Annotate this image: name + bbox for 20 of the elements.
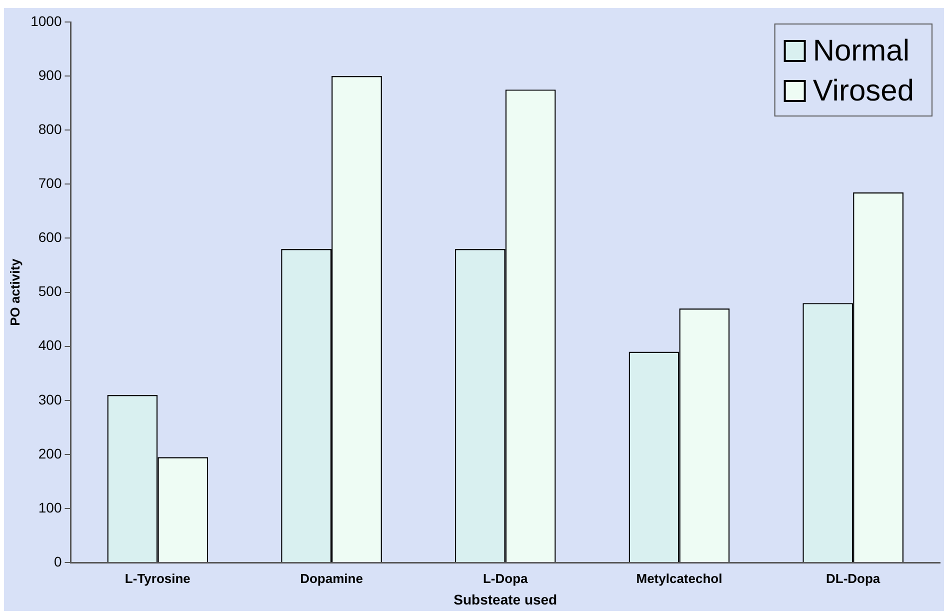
y-axis-title: PO activity [7, 258, 22, 326]
y-tick-label: 400 [38, 337, 62, 354]
x-tick-label: L-Dopa [482, 570, 529, 586]
y-tick-label: 300 [38, 391, 62, 408]
x-tick-label: Dopamine [300, 570, 363, 586]
x-tick-label: DL-Dopa [826, 570, 881, 586]
x-tick-label: Metylcatechol [636, 570, 722, 586]
y-tick-label: 800 [38, 120, 62, 137]
y-tick-label: 1000 [30, 12, 62, 29]
y-tick-label: 600 [38, 229, 62, 246]
legend-label: Normal [812, 34, 910, 68]
y-tick-label: 0 [54, 553, 62, 570]
x-axis-title: Substeate used [454, 591, 558, 608]
y-tick-label: 200 [38, 445, 62, 462]
y-tick-label: 100 [38, 499, 62, 516]
y-tick-label: 500 [38, 283, 62, 300]
legend-label: Virosed [812, 74, 914, 108]
y-tick-label: 700 [38, 175, 62, 192]
x-tick-label: L-Tyrosine [124, 570, 190, 586]
y-tick-label: 900 [38, 66, 62, 83]
